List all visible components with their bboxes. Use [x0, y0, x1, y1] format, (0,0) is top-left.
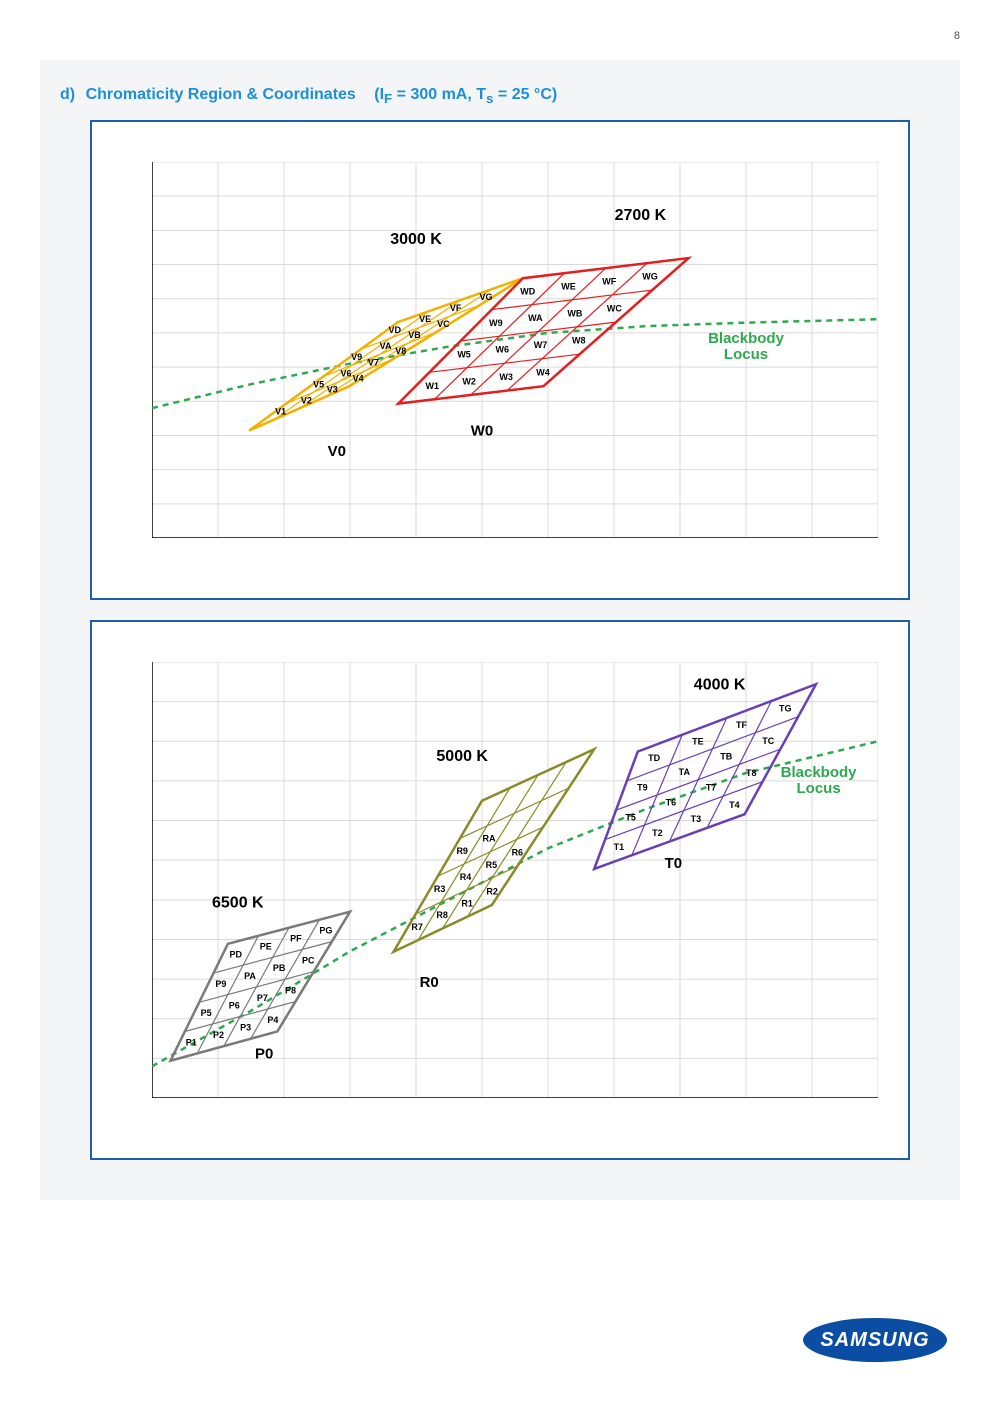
- svg-text:Blackbody: Blackbody: [781, 764, 858, 781]
- svg-text:PF: PF: [290, 934, 302, 944]
- chart2-plot: 0.300.310.320.330.340.350.360.370.380.39…: [152, 662, 878, 1098]
- chart-4000-6500k: 0.300.310.320.330.340.350.360.370.380.39…: [90, 620, 910, 1160]
- svg-text:TB: TB: [720, 751, 732, 761]
- svg-text:P8: P8: [285, 985, 296, 995]
- svg-text:WD: WD: [520, 286, 535, 296]
- section-title-text: Chromaticity Region & Coordinates: [86, 86, 356, 103]
- svg-text:T1: T1: [614, 842, 625, 852]
- svg-text:P7: P7: [257, 993, 268, 1003]
- svg-text:PD: PD: [229, 949, 242, 959]
- svg-text:VG: VG: [480, 292, 493, 302]
- svg-text:W6: W6: [496, 345, 510, 355]
- svg-text:VD: VD: [388, 325, 401, 335]
- svg-text:R7: R7: [411, 922, 423, 932]
- svg-text:R3: R3: [434, 884, 446, 894]
- chart1-plot: 0.400.410.420.430.440.450.460.470.480.49…: [152, 162, 878, 538]
- svg-text:R5: R5: [486, 860, 498, 870]
- svg-text:V0: V0: [328, 443, 346, 460]
- svg-text:T2: T2: [652, 828, 663, 838]
- svg-text:PC: PC: [302, 955, 315, 965]
- svg-text:P5: P5: [201, 1008, 212, 1018]
- svg-text:R8: R8: [436, 910, 448, 920]
- samsung-logo: SAMSUNG: [800, 1316, 950, 1364]
- svg-text:V4: V4: [353, 373, 364, 383]
- svg-text:TE: TE: [692, 737, 704, 747]
- svg-text:VE: VE: [419, 314, 431, 324]
- svg-text:V6: V6: [341, 368, 352, 378]
- svg-text:VC: VC: [437, 319, 450, 329]
- svg-text:V8: V8: [395, 346, 406, 356]
- logo-text: SAMSUNG: [820, 1329, 929, 1351]
- svg-text:WA: WA: [528, 313, 543, 323]
- svg-text:V9: V9: [351, 352, 362, 362]
- svg-text:W3: W3: [499, 372, 513, 382]
- section-prefix: d): [60, 86, 75, 103]
- svg-text:T9: T9: [637, 783, 648, 793]
- section-title: d) Chromaticity Region & Coordinates (IF…: [60, 86, 557, 106]
- svg-text:WC: WC: [607, 304, 622, 314]
- svg-text:WE: WE: [561, 281, 576, 291]
- svg-text:T3: T3: [691, 814, 702, 824]
- svg-text:PE: PE: [260, 942, 272, 952]
- svg-text:P9: P9: [215, 979, 226, 989]
- svg-text:W0: W0: [471, 422, 494, 439]
- svg-text:P6: P6: [229, 1001, 240, 1011]
- page-number: 8: [954, 30, 960, 42]
- svg-text:V2: V2: [301, 395, 312, 405]
- svg-text:RA: RA: [482, 834, 495, 844]
- svg-text:5000 K: 5000 K: [436, 748, 488, 765]
- svg-text:TC: TC: [762, 736, 774, 746]
- svg-text:6500 K: 6500 K: [212, 895, 264, 912]
- svg-text:P3: P3: [240, 1023, 251, 1033]
- svg-text:PG: PG: [319, 926, 332, 936]
- svg-text:W2: W2: [462, 376, 476, 386]
- svg-text:WG: WG: [642, 272, 658, 282]
- svg-text:W1: W1: [425, 381, 439, 391]
- svg-text:WF: WF: [602, 277, 616, 287]
- svg-text:R1: R1: [461, 898, 473, 908]
- svg-text:R0: R0: [420, 974, 439, 991]
- svg-text:W7: W7: [534, 340, 548, 350]
- svg-text:T7: T7: [706, 783, 717, 793]
- svg-text:PA: PA: [244, 971, 256, 981]
- svg-text:Locus: Locus: [724, 346, 768, 363]
- svg-text:W8: W8: [572, 335, 586, 345]
- svg-text:TG: TG: [779, 704, 792, 714]
- svg-text:V7: V7: [368, 357, 379, 367]
- svg-text:V3: V3: [327, 384, 338, 394]
- svg-text:R9: R9: [456, 846, 468, 856]
- svg-text:2700 K: 2700 K: [615, 207, 667, 224]
- svg-text:T0: T0: [665, 855, 683, 872]
- svg-text:T8: T8: [746, 768, 757, 778]
- svg-text:PB: PB: [273, 963, 286, 973]
- chart-2700-3000k: 0.400.410.420.430.440.450.460.470.480.49…: [90, 120, 910, 600]
- svg-text:W5: W5: [457, 349, 471, 359]
- svg-text:TA: TA: [679, 767, 691, 777]
- svg-text:R2: R2: [486, 886, 498, 896]
- svg-text:Blackbody: Blackbody: [708, 330, 785, 347]
- svg-text:P0: P0: [255, 1045, 273, 1062]
- svg-text:TF: TF: [736, 720, 747, 730]
- svg-text:P4: P4: [267, 1015, 278, 1025]
- svg-text:VB: VB: [408, 330, 421, 340]
- svg-text:VF: VF: [450, 303, 462, 313]
- svg-text:3000 K: 3000 K: [390, 231, 442, 248]
- svg-text:WB: WB: [567, 308, 582, 318]
- svg-text:R4: R4: [460, 872, 472, 882]
- svg-text:R6: R6: [512, 848, 524, 858]
- svg-text:T4: T4: [729, 800, 740, 810]
- svg-text:VA: VA: [380, 341, 392, 351]
- svg-text:V5: V5: [313, 379, 324, 389]
- svg-text:V1: V1: [275, 407, 286, 417]
- svg-text:Locus: Locus: [797, 780, 841, 797]
- svg-text:W9: W9: [489, 318, 503, 328]
- svg-text:T6: T6: [666, 798, 677, 808]
- svg-text:P1: P1: [186, 1037, 197, 1047]
- svg-text:P2: P2: [213, 1030, 224, 1040]
- svg-text:W4: W4: [536, 367, 550, 377]
- svg-text:TD: TD: [648, 753, 660, 763]
- svg-text:T5: T5: [625, 812, 636, 822]
- section-conditions: (IF = 300 mA, Ts = 25 °C): [374, 86, 557, 103]
- svg-text:4000 K: 4000 K: [694, 677, 746, 694]
